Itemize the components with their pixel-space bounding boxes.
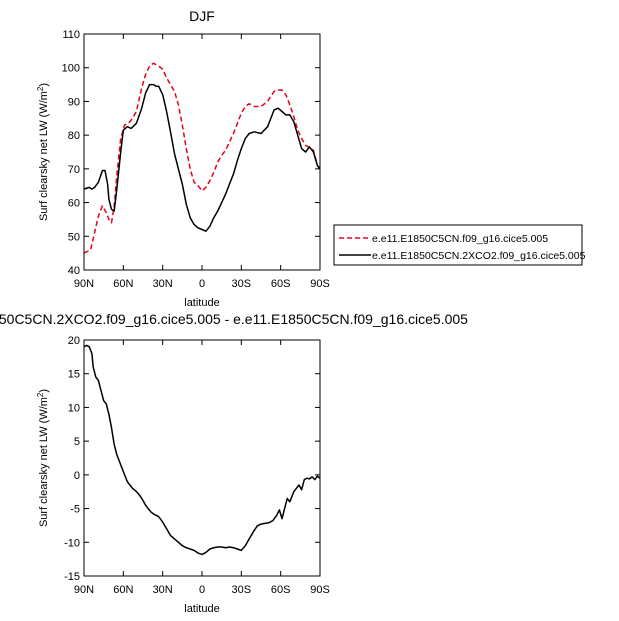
bottom-y-tick-label: 5 [74, 436, 80, 448]
bottom-y-tick-label: 10 [68, 402, 80, 414]
bottom-series-layer [84, 344, 320, 556]
top-y-tick-label: 100 [62, 63, 80, 75]
top-x-tick-label: 90S [310, 278, 330, 290]
top-x-tick-label: 30N [153, 278, 173, 290]
bottom-x-axis-label: latitude [184, 603, 219, 615]
bottom-y-tick-label: -10 [64, 537, 80, 549]
bottom-x-axis: 90N 60N 30N 0 30S 60S 90S [74, 340, 330, 596]
top-series-line-1 [84, 83, 320, 232]
top-chart-title: DJF [189, 8, 215, 24]
top-y-tick-label: 60 [68, 198, 80, 210]
bottom-chart: e.e11.E1850C5CN.2XCO2.f09_g16.cice5.005 … [0, 311, 468, 615]
bottom-x-tick-label: 90N [74, 584, 94, 596]
top-series-layer [84, 62, 320, 254]
bottom-y-tick-label: 20 [68, 335, 80, 347]
bottom-x-tick-label: 0 [199, 584, 205, 596]
bottom-plot-frame [83, 339, 321, 577]
top-y-tick-label: 50 [68, 231, 80, 243]
top-x-tick-label: 60N [113, 278, 133, 290]
bottom-series-line-0 [84, 344, 320, 556]
top-y-tick-label: 40 [68, 265, 80, 277]
top-x-tick-label: 90N [74, 278, 94, 290]
bottom-x-tick-label: 30N [153, 584, 173, 596]
top-x-axis-label: latitude [184, 297, 219, 309]
top-x-tick-label: 0 [199, 278, 205, 290]
top-x-tick-label: 30S [232, 278, 252, 290]
top-y-tick-label: 70 [68, 164, 80, 176]
bottom-chart-title: e.e11.E1850C5CN.2XCO2.f09_g16.cice5.005 … [0, 311, 468, 327]
top-y-tick-label: 80 [68, 130, 80, 142]
bottom-x-tick-label: 30S [232, 584, 252, 596]
bottom-y-axis: -15 -10 -5 0 5 10 15 20 [64, 335, 320, 583]
top-y-axis-label-tail: ) [38, 83, 50, 87]
bottom-y-tick-label: -5 [70, 504, 80, 516]
bottom-y-axis-label-sup: 2 [36, 392, 45, 397]
top-x-tick-label: 60S [271, 278, 291, 290]
bottom-y-tick-label: 15 [68, 369, 80, 381]
top-y-tick-label: 110 [62, 29, 80, 41]
top-y-axis-label-sup: 2 [36, 86, 45, 91]
top-x-axis: 90N 60N 30N 0 30S 60S 90S [74, 34, 330, 290]
top-y-axis-label: Surf clearsky net LW (W/m2) [36, 83, 50, 221]
bottom-y-tick-label: -15 [64, 571, 80, 583]
legend: e.e11.E1850C5CN.f09_g16.cice5.005 e.e11.… [333, 224, 586, 266]
bottom-y-axis-label-tail: ) [38, 389, 50, 393]
top-y-tick-label: 90 [68, 96, 80, 108]
bottom-x-tick-label: 90S [310, 584, 330, 596]
top-plot-frame [83, 33, 321, 271]
legend-label-control: e.e11.E1850C5CN.f09_g16.cice5.005 [372, 233, 548, 245]
bottom-x-tick-label: 60N [113, 584, 133, 596]
bottom-x-tick-label: 60S [271, 584, 291, 596]
bottom-y-axis-label: Surf clearsky net LW (W/m2) [36, 389, 50, 527]
top-series-line-0 [84, 62, 320, 254]
bottom-y-tick-label: 0 [74, 470, 80, 482]
top-y-axis-label-main: Surf clearsky net LW (W/m [38, 91, 50, 221]
legend-box [333, 224, 583, 266]
legend-label-2xco2: e.e11.E1850C5CN.2XCO2.f09_g16.cice5.005 [372, 250, 586, 262]
top-y-axis: 40 50 60 70 80 90 100 110 [62, 29, 320, 277]
bottom-y-axis-label-main: Surf clearsky net LW (W/m [38, 397, 50, 527]
